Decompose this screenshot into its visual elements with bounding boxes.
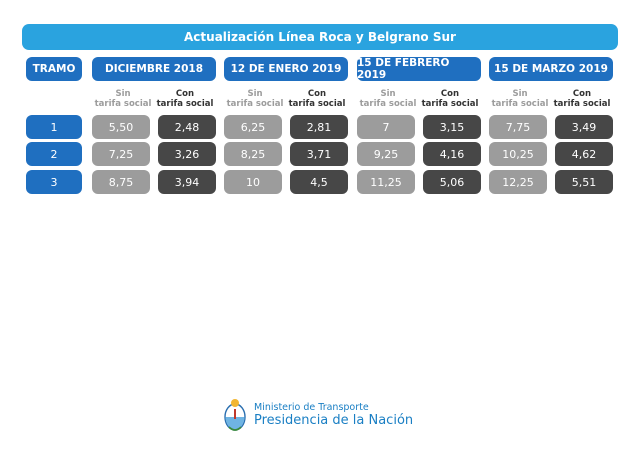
fare-sin-cell: 9,25	[357, 142, 415, 166]
fare-con-cell: 3,49	[555, 115, 613, 139]
footer-logo: Ministerio de Transporte Presidencia de …	[222, 395, 422, 435]
fare-sin-cell: 7,25	[92, 142, 150, 166]
period-header: 15 DE FEBRERO 2019	[357, 57, 481, 81]
period-header: DICIEMBRE 2018	[92, 57, 216, 81]
argentina-coat-of-arms-icon	[224, 399, 246, 431]
fare-con-cell: 3,71	[290, 142, 348, 166]
fare-con-cell: 4,16	[423, 142, 481, 166]
fare-sin-cell: 7	[357, 115, 415, 139]
con-tarifa-label: Con tarifa social	[288, 89, 346, 109]
period-header: 15 DE MARZO 2019	[489, 57, 613, 81]
con-tarifa-label: Con tarifa social	[421, 89, 479, 109]
fare-sin-cell: 8,75	[92, 170, 150, 194]
tramo-cell: 3	[26, 170, 82, 194]
fare-con-cell: 5,51	[555, 170, 613, 194]
fare-sin-cell: 5,50	[92, 115, 150, 139]
tramo-header: TRAMO	[26, 57, 82, 81]
fare-sin-cell: 6,25	[224, 115, 282, 139]
sin-tarifa-label: Sin tarifa social	[94, 89, 152, 109]
sin-tarifa-label: Sin tarifa social	[226, 89, 284, 109]
fare-con-cell: 2,48	[158, 115, 216, 139]
fare-sin-cell: 7,75	[489, 115, 547, 139]
fare-sin-cell: 12,25	[489, 170, 547, 194]
fare-con-cell: 3,15	[423, 115, 481, 139]
fare-con-cell: 3,26	[158, 142, 216, 166]
ministry-label: Ministerio de Transporte	[254, 402, 369, 413]
page-title: Actualización Línea Roca y Belgrano Sur	[22, 24, 618, 50]
fare-sin-cell: 8,25	[224, 142, 282, 166]
fare-sin-cell: 10	[224, 170, 282, 194]
tramo-cell: 2	[26, 142, 82, 166]
con-tarifa-label: Con tarifa social	[156, 89, 214, 109]
tramo-cell: 1	[26, 115, 82, 139]
fare-con-cell: 2,81	[290, 115, 348, 139]
fare-con-cell: 4,62	[555, 142, 613, 166]
fare-con-cell: 3,94	[158, 170, 216, 194]
con-tarifa-label: Con tarifa social	[553, 89, 611, 109]
sin-tarifa-label: Sin tarifa social	[491, 89, 549, 109]
fare-sin-cell: 10,25	[489, 142, 547, 166]
fare-sin-cell: 11,25	[357, 170, 415, 194]
period-header: 12 DE ENERO 2019	[224, 57, 348, 81]
presidency-label: Presidencia de la Nación	[254, 413, 414, 428]
fare-con-cell: 4,5	[290, 170, 348, 194]
sin-tarifa-label: Sin tarifa social	[359, 89, 417, 109]
fare-con-cell: 5,06	[423, 170, 481, 194]
